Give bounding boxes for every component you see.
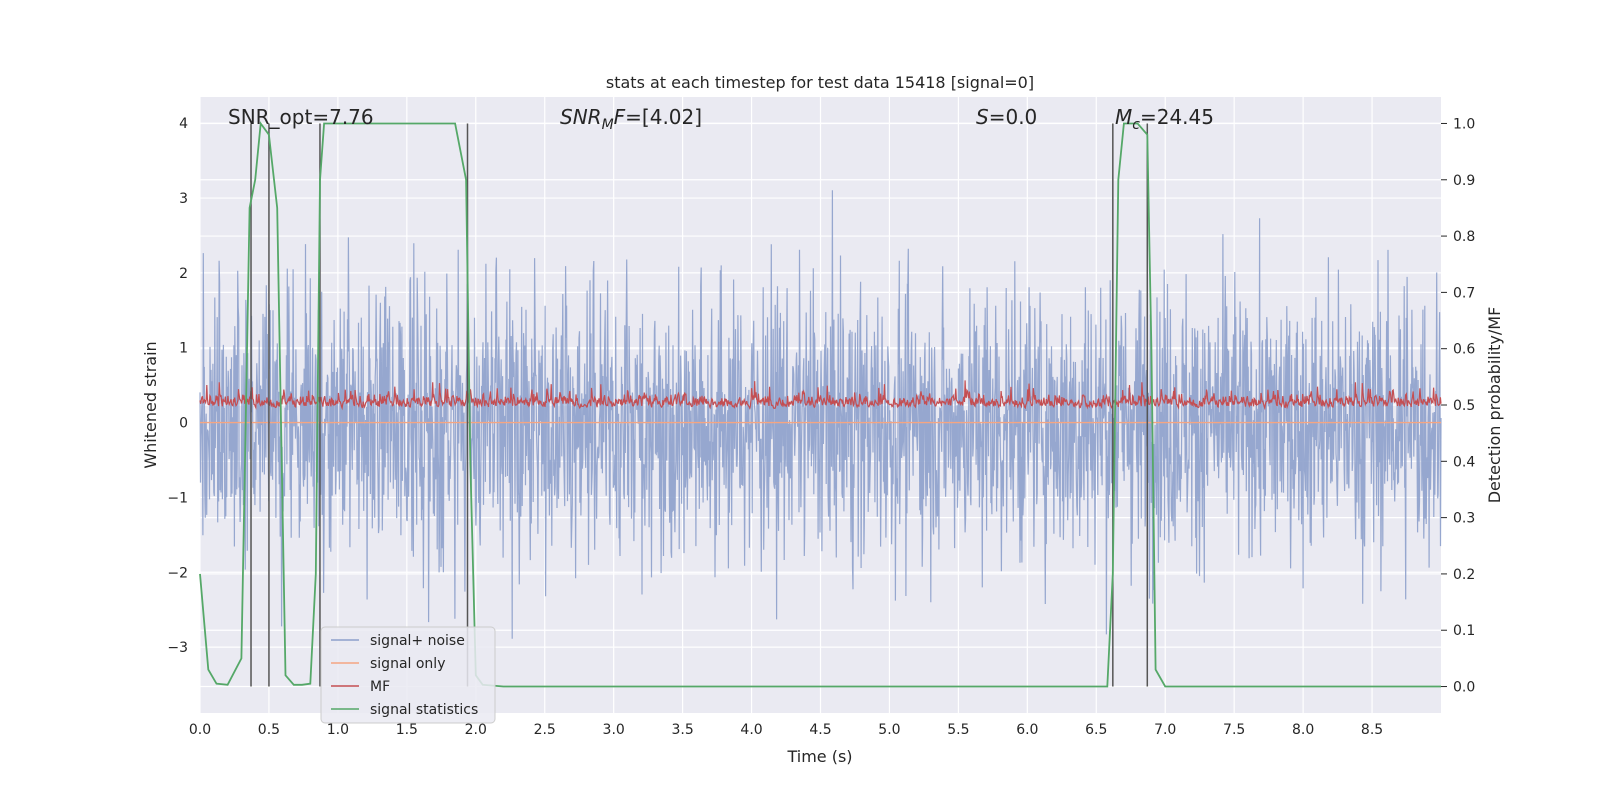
signal-noise-line (199, 190, 1442, 639)
legend-label-mf: MF (370, 679, 390, 695)
legend-label-signal-statistics: signal statistics (370, 702, 478, 718)
x-tick-label: 5.0 (878, 722, 900, 738)
y-tick-label: 0 (179, 416, 188, 432)
y2-tick-label: 0.6 (1453, 342, 1475, 358)
y2-tick-label: 0.9 (1453, 173, 1475, 189)
y2-tick-label: 0.2 (1453, 567, 1475, 583)
x-tick-label: 8.5 (1361, 722, 1383, 738)
annotation-snr-opt: SNR_opt=7.76 (228, 105, 374, 129)
x-tick-label: 7.0 (1154, 722, 1176, 738)
y2-tick-label: 0.5 (1453, 398, 1475, 414)
x-tick-label: 6.5 (1085, 722, 1107, 738)
y-tick-label: 2 (179, 266, 188, 282)
y2-tick-label: 0.8 (1453, 229, 1475, 245)
y-ticks: −3 −2 −1 0 1 2 3 4 (167, 116, 188, 656)
legend-frame (320, 626, 496, 724)
chart-title: stats at each timestep for test data 154… (606, 73, 1034, 92)
y-tick-label: −3 (167, 640, 188, 656)
y-axis-label: Whitened strain (141, 341, 160, 468)
series-signal-noise (199, 190, 1442, 639)
x-tick-label: 2.5 (534, 722, 556, 738)
y-tick-label: −1 (167, 490, 188, 506)
x-tick-label: 4.0 (740, 722, 762, 738)
mf-line (199, 380, 1442, 411)
x-tick-label: 8.0 (1292, 722, 1314, 738)
x-tick-label: 6.0 (1016, 722, 1038, 738)
legend-label-signal-only: signal only (370, 656, 445, 672)
x-tick-label: 0.5 (258, 722, 280, 738)
y2-tick-label: 0.0 (1453, 680, 1475, 696)
y2-tick-label: 0.7 (1453, 285, 1475, 301)
x-tick-label: 3.5 (671, 722, 693, 738)
y2-tick-label: 0.1 (1453, 623, 1475, 639)
y-tick-label: 4 (179, 116, 188, 132)
y2-ticks: 0.0 0.1 0.2 0.3 0.4 0.5 0.6 0.7 0.8 0.9 1.0 (1441, 116, 1475, 696)
x-tick-label: 7.5 (1223, 722, 1245, 738)
y2-tick-label: 1.0 (1453, 116, 1475, 132)
y2-axis-label: Detection probability/MF (1485, 307, 1504, 504)
y-tick-label: 1 (179, 341, 188, 357)
y2-tick-label: 0.3 (1453, 511, 1475, 527)
x-tick-label: 4.5 (809, 722, 831, 738)
x-tick-label: 0.0 (189, 722, 211, 738)
legend-label-signal-noise: signal+ noise (370, 633, 465, 649)
annotation-s: S=0.0 (976, 105, 1037, 129)
x-tick-label: 3.0 (603, 722, 625, 738)
series-mf (199, 380, 1442, 411)
x-tick-label: 1.5 (396, 722, 418, 738)
annotation-snr-mf: SNRMF=[4.02] (560, 105, 702, 133)
legend: signal+ noise signal only MF signal stat… (320, 626, 496, 724)
x-ticks: 0.0 0.5 1.0 1.5 2.0 2.5 3.0 3.5 4.0 4.5 5.0 5.5 6.0 6… (189, 722, 1383, 738)
x-tick-label: 5.5 (947, 722, 969, 738)
x-tick-label: 1.0 (327, 722, 349, 738)
annotation-mc: Mc=24.45 (1115, 105, 1214, 133)
x-axis-label: Time (s) (786, 747, 852, 766)
x-tick-label: 2.0 (465, 722, 487, 738)
y-tick-label: 3 (179, 191, 188, 207)
y2-tick-label: 0.4 (1453, 454, 1475, 470)
y-tick-label: −2 (167, 565, 188, 581)
